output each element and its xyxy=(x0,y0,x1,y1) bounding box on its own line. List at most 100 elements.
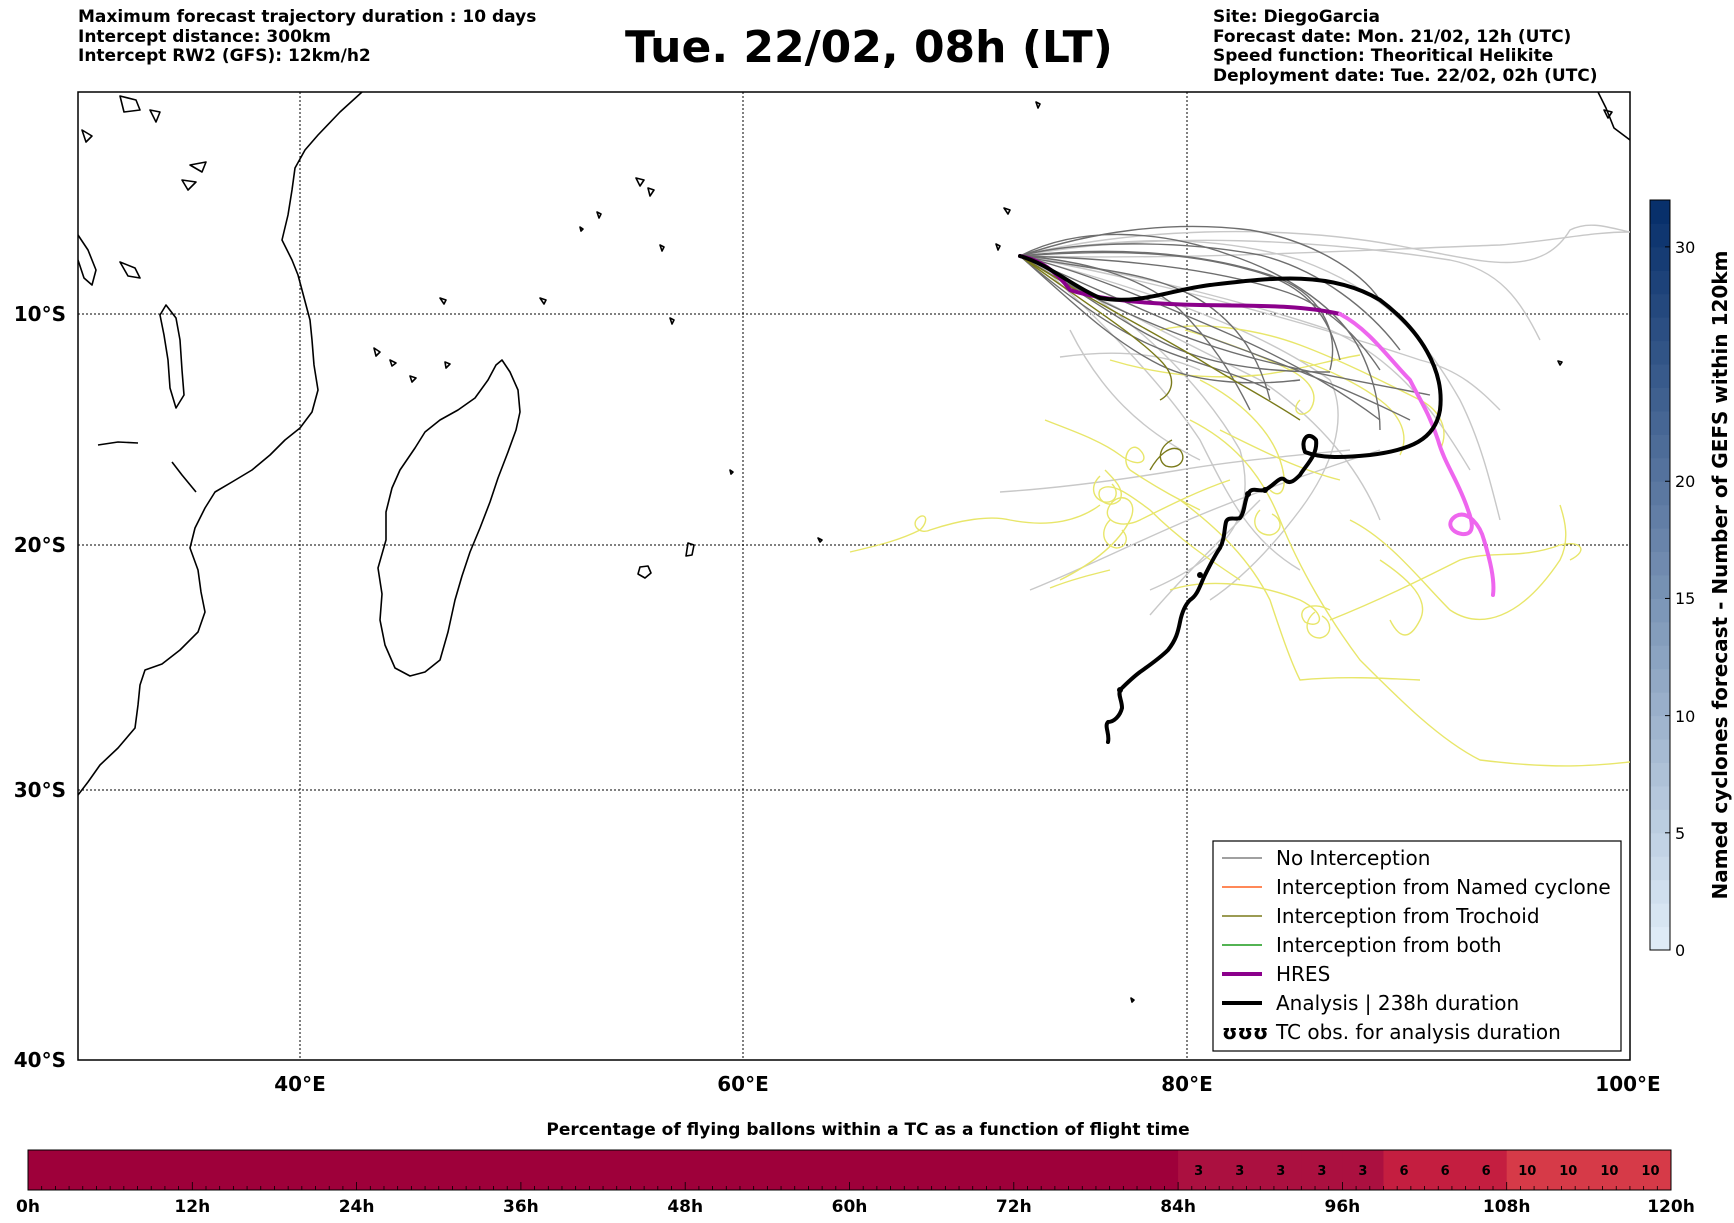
percentage-bar-tick-label: 84h xyxy=(1160,1197,1196,1217)
intercept-rw2-text: Intercept RW2 (GFS): 12km/h2 xyxy=(78,46,371,66)
coastlines xyxy=(78,92,1630,1003)
title-text: Tue. 22/02, 08h (LT) xyxy=(625,22,1113,73)
percentage-bar-cell-value: 3 xyxy=(1194,1164,1203,1179)
colorbar-cell xyxy=(1650,762,1670,787)
percentage-bar: Percentage of flying ballons within a TC… xyxy=(16,1120,1695,1217)
svg-text:Analysis | 238h duration: Analysis | 238h duration xyxy=(1276,991,1519,1015)
percentage-bar-tick-label: 96h xyxy=(1325,1197,1361,1217)
lon-label-80e: 80°E xyxy=(1161,1072,1213,1096)
percentage-bar-cells: 3 3 3 3 3 6 6 6 10 10 10 10 xyxy=(1178,1150,1672,1190)
percentage-bar-title: Percentage of flying ballons within a TC… xyxy=(546,1120,1189,1140)
legend-box xyxy=(1212,840,1622,1052)
lat-label-20s: 20°S xyxy=(14,533,66,557)
colorbar-cell xyxy=(1650,223,1670,248)
percentage-bar-cell-value: 3 xyxy=(1317,1164,1326,1179)
percentage-bar-cell-value: 10 xyxy=(1641,1164,1659,1179)
main-title: Tue. 22/02, 08h (LT) xyxy=(570,22,1510,73)
speed-function-text: Speed function: Theoritical Helikite xyxy=(1213,46,1554,66)
max-duration-text: Maximum forecast trajectory duration : 1… xyxy=(78,7,537,27)
legend-item-no-interception: No Interception xyxy=(1222,846,1430,870)
svg-text:Interception from both: Interception from both xyxy=(1276,933,1502,957)
svg-text:TC obs. for analysis duration: TC obs. for analysis duration xyxy=(1275,1020,1561,1044)
colorbar-cell xyxy=(1650,739,1670,763)
percentage-bar-tick-label: 0h xyxy=(16,1197,40,1217)
colorbar: 0 5 10 15 20 30 Named cyclones forecast … xyxy=(1649,199,1732,960)
colorbar-cell xyxy=(1650,270,1670,295)
colorbar-ticks xyxy=(1665,246,1670,951)
colorbar-cell xyxy=(1650,293,1670,318)
lat-label-10s: 10°S xyxy=(14,302,66,326)
intercept-distance-text: Intercept distance: 300km xyxy=(78,26,331,47)
svg-text:HRES: HRES xyxy=(1276,962,1330,986)
percentage-bar-cell xyxy=(1588,1150,1631,1190)
percentage-bar-tick-label: 120h xyxy=(1647,1197,1695,1217)
colorbar-tick-0: 0 xyxy=(1675,941,1685,960)
legend-item-trochoid: Interception from Trochoid xyxy=(1222,904,1540,928)
colorbar-cell xyxy=(1650,481,1670,506)
map-gridlines xyxy=(78,92,1630,1060)
percentage-bar-cell-value: 10 xyxy=(1600,1164,1618,1179)
hres-trajectory-extended xyxy=(1338,312,1496,597)
colorbar-cell xyxy=(1650,903,1670,928)
legend-item-analysis: Analysis | 238h duration xyxy=(1222,991,1519,1015)
percentage-bar-tick-label: 108h xyxy=(1483,1197,1531,1217)
percentage-bar-cell xyxy=(1465,1150,1508,1190)
analysis-trajectory xyxy=(1018,254,1443,744)
colorbar-cell xyxy=(1650,926,1670,951)
legend-item-named-cyclone: Interception from Named cyclone xyxy=(1222,875,1611,899)
colorbar-tick-10: 10 xyxy=(1675,707,1695,726)
percentage-bar-tick-label: 24h xyxy=(339,1197,375,1217)
lon-label-40e: 40°E xyxy=(274,1072,326,1096)
colorbar-cell xyxy=(1650,528,1670,553)
percentage-bar-cell xyxy=(1506,1150,1549,1190)
percentage-bar-cell xyxy=(1260,1150,1302,1190)
colorbar-cell xyxy=(1650,785,1670,810)
colorbar-cell xyxy=(1650,434,1670,459)
tc-obs-symbol: ʊʊʊ xyxy=(1222,1020,1268,1044)
percentage-bar-tick-label: 48h xyxy=(667,1197,703,1217)
lat-label-40s: 40°S xyxy=(14,1048,66,1072)
trajectories-no-interception xyxy=(1019,225,1431,431)
legend-item-both: Interception from both xyxy=(1222,933,1502,957)
site-info: Site: DiegoGarcia Forecast date: Mon. 21… xyxy=(1213,7,1598,86)
deployment-date-text: Deployment date: Tue. 22/02, 02h (UTC) xyxy=(1213,65,1598,86)
svg-text:Interception from Trochoid: Interception from Trochoid xyxy=(1276,904,1540,928)
percentage-bar-cell-value: 10 xyxy=(1518,1164,1536,1179)
colorbar-cell xyxy=(1650,575,1670,599)
percentage-bar-cell xyxy=(1383,1150,1426,1190)
colorbar-cell xyxy=(1650,621,1670,646)
colorbar-cell xyxy=(1650,504,1670,529)
percentage-bar-cell xyxy=(1342,1150,1384,1190)
colorbar-frame xyxy=(1649,199,1671,951)
colorbar-cell xyxy=(1650,410,1670,435)
forecast-date-text: Forecast date: Mon. 21/02, 12h (UTC) xyxy=(1213,26,1572,47)
colorbar-cell xyxy=(1650,340,1670,365)
colorbar-cell xyxy=(1650,246,1670,271)
colorbar-cell xyxy=(1650,317,1670,342)
percentage-bar-cell xyxy=(1301,1150,1343,1190)
legend-item-hres: HRES xyxy=(1222,962,1330,986)
colorbar-cell xyxy=(1650,856,1670,881)
percentage-bar-cell-value: 6 xyxy=(1399,1164,1408,1179)
colorbar-cell xyxy=(1650,200,1670,224)
percentage-bar-cell-value: 10 xyxy=(1559,1164,1577,1179)
colorbar-cell xyxy=(1650,645,1670,670)
percentage-bar-cell-value: 3 xyxy=(1358,1164,1367,1179)
percentage-bar-tick-labels: 0h 12h 24h 36h 48h 60h 72h 84h 96h 108h 120h xyxy=(16,1197,1695,1217)
percentage-bar-cell xyxy=(1219,1150,1261,1190)
legend: No Interception Interception from Named … xyxy=(1212,840,1622,1052)
colorbar-label: Named cyclones forecast - Number of GEFS… xyxy=(1708,251,1732,900)
percentage-bar-cell xyxy=(1424,1150,1467,1190)
lat-label-30s: 30°S xyxy=(14,778,66,802)
colorbar-cell xyxy=(1650,598,1670,623)
svg-text:No Interception: No Interception xyxy=(1276,846,1430,870)
colorbar-tick-30: 30 xyxy=(1675,238,1695,257)
colorbar-cell xyxy=(1650,364,1670,388)
percentage-bar-cell xyxy=(1178,1150,1220,1190)
colorbar-cell xyxy=(1650,387,1670,412)
colorbar-cell xyxy=(1650,692,1670,717)
percentage-bar-tick-label: 72h xyxy=(996,1197,1032,1217)
colorbar-cell xyxy=(1650,809,1670,834)
svg-text:Interception from Named cyclon: Interception from Named cyclone xyxy=(1276,875,1611,899)
